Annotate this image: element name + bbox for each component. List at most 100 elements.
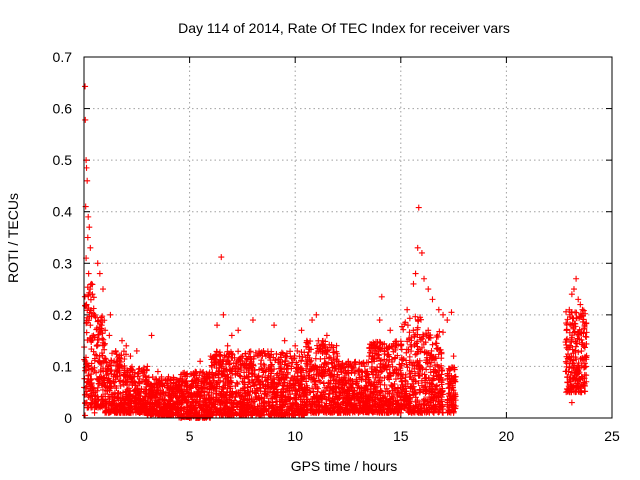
- data-point: [578, 348, 585, 355]
- data-point: [274, 401, 281, 408]
- data-point: [190, 390, 197, 397]
- data-point: [438, 381, 445, 388]
- data-point: [362, 392, 369, 399]
- data-point: [421, 396, 428, 403]
- data-point: [419, 370, 426, 377]
- data-point: [144, 363, 151, 370]
- data-point: [232, 394, 239, 401]
- data-point: [269, 399, 276, 406]
- data-point: [169, 405, 176, 412]
- data-point: [106, 332, 113, 339]
- data-point: [410, 280, 417, 287]
- data-point: [328, 371, 335, 378]
- data-point: [237, 373, 244, 380]
- data-point: [361, 387, 368, 394]
- data-point: [420, 401, 427, 408]
- x-tick-label: 15: [393, 428, 409, 444]
- data-point: [253, 396, 260, 403]
- data-point: [103, 359, 110, 366]
- data-point: [229, 351, 236, 358]
- data-point: [248, 358, 255, 365]
- data-point: [245, 353, 252, 360]
- data-point: [326, 354, 333, 361]
- data-point: [156, 377, 163, 384]
- data-point: [234, 401, 241, 408]
- data-point: [569, 320, 576, 327]
- data-point: [329, 397, 336, 404]
- data-point: [580, 307, 587, 314]
- data-point: [400, 326, 407, 333]
- data-point: [407, 341, 414, 348]
- data-point: [419, 344, 426, 351]
- data-point: [287, 395, 294, 402]
- data-point: [83, 399, 90, 406]
- data-point: [83, 383, 90, 390]
- data-point: [260, 369, 267, 376]
- data-point: [387, 327, 394, 334]
- data-point: [207, 379, 214, 386]
- data-point: [218, 412, 225, 419]
- data-point: [429, 296, 436, 303]
- data-point: [294, 366, 301, 373]
- data-point: [86, 366, 93, 373]
- data-point: [211, 353, 218, 360]
- data-point: [326, 341, 333, 348]
- data-point: [239, 353, 246, 360]
- data-point: [581, 322, 588, 329]
- data-point: [207, 412, 214, 419]
- data-point: [260, 347, 267, 354]
- data-point: [236, 355, 243, 362]
- data-point: [258, 357, 265, 364]
- data-point: [345, 363, 351, 370]
- data-point: [88, 371, 95, 378]
- data-point: [101, 341, 108, 348]
- data-point: [381, 365, 388, 372]
- data-point: [107, 311, 114, 318]
- data-point: [309, 317, 316, 324]
- data-point: [404, 306, 411, 313]
- data-point: [416, 357, 423, 364]
- data-point: [572, 354, 579, 361]
- data-point: [209, 400, 216, 407]
- data-point: [383, 385, 390, 392]
- data-point: [321, 359, 328, 366]
- data-point: [397, 367, 404, 374]
- data-point: [440, 409, 447, 416]
- data-point: [236, 372, 243, 379]
- data-point: [106, 361, 113, 368]
- data-point: [303, 365, 310, 372]
- data-point: [191, 407, 198, 414]
- data-point: [194, 388, 201, 395]
- data-point: [578, 336, 585, 343]
- data-point: [220, 371, 227, 378]
- data-point: [180, 392, 187, 399]
- data-point: [138, 402, 145, 409]
- data-point: [86, 224, 93, 231]
- data-point: [317, 348, 324, 355]
- data-point: [272, 393, 279, 400]
- data-point: [87, 286, 94, 293]
- data-point: [400, 383, 407, 390]
- data-point: [562, 339, 569, 346]
- data-point: [166, 409, 173, 416]
- data-point: [144, 412, 151, 419]
- data-point: [106, 383, 113, 390]
- data-point: [183, 397, 190, 404]
- data-point: [268, 363, 275, 370]
- data-point: [170, 376, 177, 383]
- data-point: [389, 383, 396, 390]
- data-point: [408, 334, 415, 341]
- data-point: [119, 379, 126, 386]
- data-point: [321, 393, 328, 400]
- data-point: [93, 342, 100, 349]
- data-point: [161, 400, 168, 407]
- data-point: [105, 393, 112, 400]
- data-point: [271, 376, 278, 383]
- data-point: [399, 381, 406, 388]
- data-point: [148, 332, 155, 339]
- data-point: [197, 358, 204, 365]
- data-point: [281, 361, 288, 368]
- data-point: [240, 409, 247, 416]
- data-point: [239, 385, 246, 392]
- data-point: [412, 270, 419, 277]
